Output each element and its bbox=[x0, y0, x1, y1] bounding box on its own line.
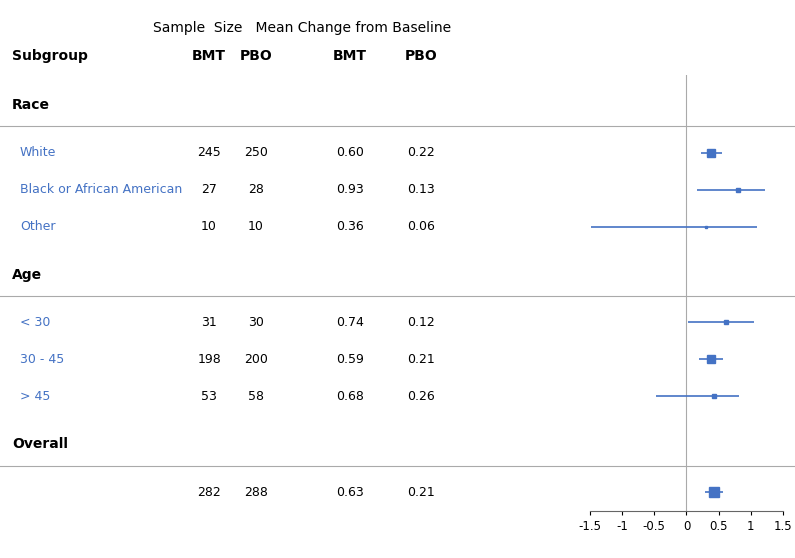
Text: 0.59: 0.59 bbox=[335, 353, 364, 366]
Text: Subgroup: Subgroup bbox=[12, 49, 87, 63]
Text: 282: 282 bbox=[197, 485, 221, 499]
Text: 288: 288 bbox=[244, 485, 268, 499]
Text: BMT: BMT bbox=[192, 49, 226, 63]
Text: 31: 31 bbox=[201, 316, 217, 329]
Text: Overall: Overall bbox=[12, 437, 68, 451]
Text: White: White bbox=[20, 146, 56, 159]
Text: 200: 200 bbox=[244, 353, 268, 366]
Text: 10: 10 bbox=[248, 220, 264, 233]
Text: BMT: BMT bbox=[333, 49, 366, 63]
Text: Age: Age bbox=[12, 267, 42, 281]
Text: 0.74: 0.74 bbox=[335, 316, 364, 329]
Text: Other: Other bbox=[20, 220, 56, 233]
Text: < 30: < 30 bbox=[20, 316, 50, 329]
Text: 0.26: 0.26 bbox=[408, 389, 435, 403]
Text: 0.60: 0.60 bbox=[335, 146, 364, 159]
Text: 0.06: 0.06 bbox=[407, 220, 436, 233]
Text: 198: 198 bbox=[197, 353, 221, 366]
Text: 0.13: 0.13 bbox=[408, 183, 435, 196]
Text: Sample  Size   Mean Change from Baseline: Sample Size Mean Change from Baseline bbox=[153, 21, 452, 35]
Text: 0.93: 0.93 bbox=[336, 183, 363, 196]
Text: 58: 58 bbox=[248, 389, 264, 403]
Text: 0.63: 0.63 bbox=[336, 485, 363, 499]
Text: 0.68: 0.68 bbox=[335, 389, 364, 403]
Text: > 45: > 45 bbox=[20, 389, 50, 403]
Text: 27: 27 bbox=[201, 183, 217, 196]
Text: 245: 245 bbox=[197, 146, 221, 159]
Text: 10: 10 bbox=[201, 220, 217, 233]
Text: 250: 250 bbox=[244, 146, 268, 159]
Text: Race: Race bbox=[12, 98, 50, 112]
Text: 0.36: 0.36 bbox=[336, 220, 363, 233]
Text: PBO: PBO bbox=[405, 49, 438, 63]
Text: 0.21: 0.21 bbox=[408, 485, 435, 499]
Text: 30: 30 bbox=[248, 316, 264, 329]
Text: 0.21: 0.21 bbox=[408, 353, 435, 366]
Text: 53: 53 bbox=[201, 389, 217, 403]
Text: Black or African American: Black or African American bbox=[20, 183, 182, 196]
Text: 0.22: 0.22 bbox=[408, 146, 435, 159]
Text: 28: 28 bbox=[248, 183, 264, 196]
Text: 0.12: 0.12 bbox=[408, 316, 435, 329]
Text: 30 - 45: 30 - 45 bbox=[20, 353, 64, 366]
Text: PBO: PBO bbox=[239, 49, 273, 63]
